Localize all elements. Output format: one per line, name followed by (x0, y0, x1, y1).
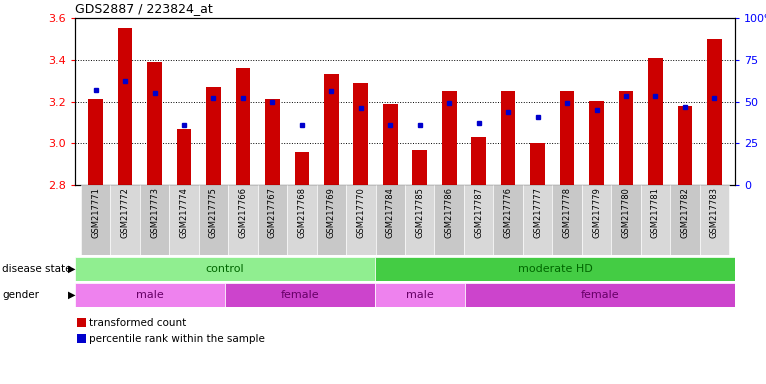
Text: GSM217781: GSM217781 (651, 187, 660, 238)
Text: GSM217782: GSM217782 (680, 187, 689, 238)
Bar (678, 106, 692, 185)
Bar (434, 185, 464, 255)
Bar (198, 185, 228, 255)
Text: female: female (280, 290, 319, 300)
Text: GSM217771: GSM217771 (91, 187, 100, 238)
Bar (405, 185, 434, 255)
Text: GSM217783: GSM217783 (710, 187, 719, 238)
Bar (501, 91, 516, 185)
Bar (699, 185, 729, 255)
Bar (471, 137, 486, 185)
Bar (88, 99, 103, 185)
Text: GSM217785: GSM217785 (415, 187, 424, 238)
Text: GSM217779: GSM217779 (592, 187, 601, 238)
Bar (324, 74, 339, 185)
Text: percentile rank within the sample: percentile rank within the sample (89, 333, 265, 344)
Text: GSM217769: GSM217769 (327, 187, 336, 238)
Bar (225, 283, 375, 307)
Text: GSM217780: GSM217780 (621, 187, 630, 238)
Text: ▶: ▶ (68, 264, 76, 274)
Text: GSM217775: GSM217775 (209, 187, 218, 238)
Bar (77, 334, 86, 343)
Bar (640, 185, 670, 255)
Bar (236, 68, 250, 185)
Bar (375, 283, 465, 307)
Text: GDS2887 / 223824_at: GDS2887 / 223824_at (75, 2, 213, 15)
Bar (464, 185, 493, 255)
Bar (294, 152, 309, 185)
Bar (147, 62, 162, 185)
Bar (530, 143, 545, 185)
Bar (75, 283, 225, 307)
Bar (206, 87, 221, 185)
Bar (560, 91, 574, 185)
Bar (353, 83, 368, 185)
Text: moderate HD: moderate HD (518, 264, 592, 274)
Bar (648, 58, 663, 185)
Text: GSM217786: GSM217786 (445, 187, 453, 238)
Text: GSM217787: GSM217787 (474, 187, 483, 238)
Bar (177, 129, 192, 185)
Text: GSM217774: GSM217774 (179, 187, 188, 238)
Bar (375, 185, 405, 255)
Text: male: male (406, 290, 434, 300)
Bar (465, 283, 735, 307)
Bar (169, 185, 198, 255)
Text: gender: gender (2, 290, 39, 300)
Text: ▶: ▶ (68, 290, 76, 300)
Bar (412, 149, 427, 185)
Bar (316, 185, 346, 255)
Bar (257, 185, 287, 255)
Bar (110, 185, 140, 255)
Bar (383, 104, 398, 185)
Bar (707, 39, 722, 185)
Text: female: female (581, 290, 620, 300)
Bar (670, 185, 699, 255)
Text: GSM217777: GSM217777 (533, 187, 542, 238)
Text: GSM217767: GSM217767 (268, 187, 277, 238)
Text: GSM217784: GSM217784 (386, 187, 394, 238)
Text: male: male (136, 290, 164, 300)
Bar (523, 185, 552, 255)
Bar (228, 185, 257, 255)
Text: GSM217766: GSM217766 (238, 187, 247, 238)
Text: GSM217770: GSM217770 (356, 187, 365, 238)
Bar (118, 28, 133, 185)
Bar (140, 185, 169, 255)
Bar (619, 91, 633, 185)
Bar (375, 257, 735, 281)
Text: GSM217772: GSM217772 (120, 187, 129, 238)
Text: GSM217778: GSM217778 (562, 187, 571, 238)
Bar (442, 91, 457, 185)
Text: GSM217768: GSM217768 (297, 187, 306, 238)
Text: disease state: disease state (2, 264, 71, 274)
Bar (552, 185, 582, 255)
Bar (265, 99, 280, 185)
Text: GSM217773: GSM217773 (150, 187, 159, 238)
Bar (77, 318, 86, 327)
Bar (611, 185, 640, 255)
Bar (75, 257, 375, 281)
Bar (493, 185, 523, 255)
Bar (81, 185, 110, 255)
Bar (589, 101, 604, 185)
Text: control: control (206, 264, 244, 274)
Text: transformed count: transformed count (89, 318, 186, 328)
Text: GSM217776: GSM217776 (503, 187, 512, 238)
Bar (346, 185, 375, 255)
Bar (582, 185, 611, 255)
Bar (287, 185, 316, 255)
